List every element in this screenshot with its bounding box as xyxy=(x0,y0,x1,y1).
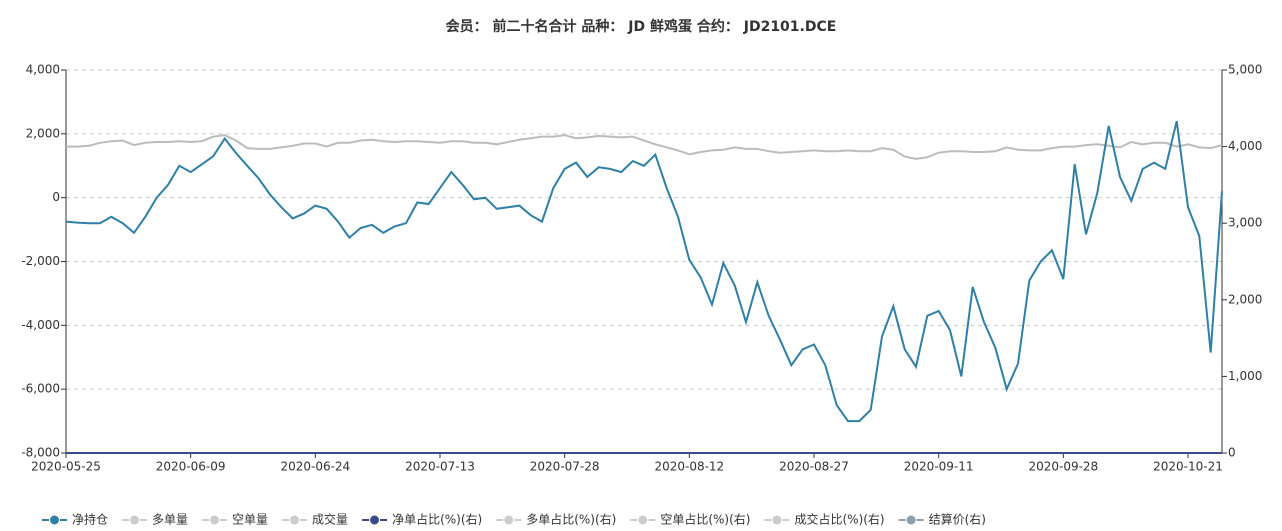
legend-label: 空单占比(%)(右) xyxy=(660,512,750,527)
y2-tick-label: 4,000 xyxy=(1228,139,1262,153)
legend-icon xyxy=(503,514,515,526)
x-tick-label: 2020-06-24 xyxy=(280,460,350,474)
legend-label: 成交占比(%)(右) xyxy=(794,512,884,527)
y-tick-label: 4,000 xyxy=(26,63,60,77)
x-tick-label: 2020-06-09 xyxy=(156,460,226,474)
x-tick-label: 2020-09-28 xyxy=(1028,460,1098,474)
series-line xyxy=(65,120,1223,423)
legend-icon xyxy=(209,514,221,526)
series-line xyxy=(66,134,1223,160)
legend-icon xyxy=(289,514,301,526)
x-tick-label: 2020-07-13 xyxy=(405,460,475,474)
x-tick-label: 2020-10-21 xyxy=(1153,460,1223,474)
y-tick-label: 0 xyxy=(52,190,60,204)
y2-tick-label: 5,000 xyxy=(1228,63,1262,77)
legend-label: 净持仓 xyxy=(72,512,108,527)
y-tick-label: -4,000 xyxy=(21,318,60,332)
legend-label: 结算价(右) xyxy=(929,512,986,527)
legend-icon xyxy=(771,514,783,526)
y-tick-label: 2,000 xyxy=(26,126,60,140)
legend-label: 空单量 xyxy=(232,513,268,527)
y2-tick-label: 2,000 xyxy=(1228,292,1262,306)
x-tick-label: 2020-07-28 xyxy=(530,460,600,474)
x-tick-label: 2020-05-25 xyxy=(31,460,101,474)
y-tick-label: -2,000 xyxy=(21,254,60,268)
legend-label: 成交量 xyxy=(312,512,348,527)
chart-title: 会员： 前二十名合计 品种： JD 鲜鸡蛋 合约： JD2101.DCE xyxy=(446,18,837,35)
legend-label: 多单量 xyxy=(152,513,188,527)
legend-icon xyxy=(637,514,649,526)
x-tick-label: 2020-08-12 xyxy=(654,460,724,474)
legend-icon xyxy=(129,514,141,526)
y2-tick-label: 1,000 xyxy=(1228,369,1262,383)
legend-label: 净单占比(%)(右) xyxy=(392,512,482,527)
y-tick-label: -6,000 xyxy=(21,382,60,396)
x-tick-label: 2020-09-11 xyxy=(904,460,974,474)
legend-icon xyxy=(369,514,381,526)
y2-tick-label: 0 xyxy=(1228,446,1236,460)
y-tick-label: -8,000 xyxy=(21,446,60,460)
legend-label: 多单占比(%)(右) xyxy=(526,512,616,527)
legend-icon xyxy=(905,514,917,526)
y2-tick-label: 3,000 xyxy=(1228,216,1262,230)
x-tick-label: 2020-08-27 xyxy=(779,460,849,474)
legend-icon xyxy=(49,514,60,526)
